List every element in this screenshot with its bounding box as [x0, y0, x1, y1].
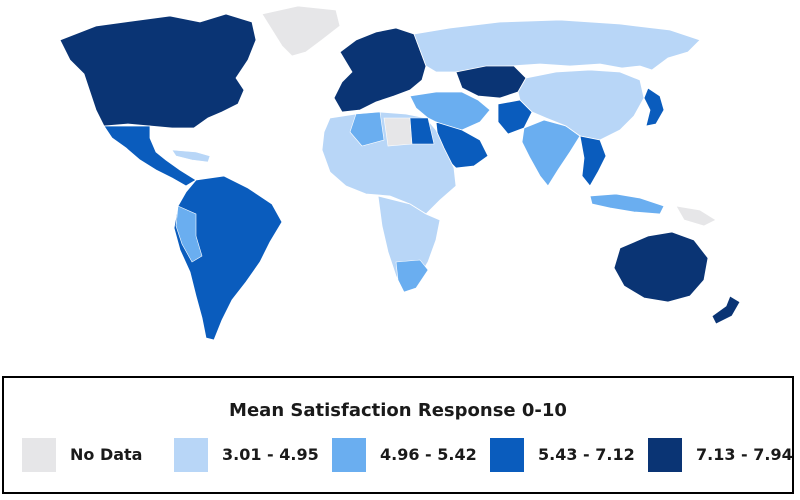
region-new-zealand [711, 295, 741, 325]
legend-swatch-no-data [22, 438, 56, 472]
world-choropleth-map [59, 5, 741, 341]
region-australia [613, 231, 709, 303]
legend-label-range-3: 5.43 - 7.12 [538, 445, 635, 464]
legend-swatch-range-4 [648, 438, 682, 472]
region-indonesia [589, 193, 665, 215]
legend-swatch-range-2 [332, 438, 366, 472]
region-kazakhstan [455, 65, 527, 99]
legend: Mean Satisfaction Response 0-10 No Data … [2, 376, 794, 494]
region-greenland [261, 5, 341, 57]
region-south-africa [395, 259, 429, 293]
region-china [517, 69, 645, 141]
region-egypt [409, 117, 435, 145]
world-map-svg [59, 5, 741, 341]
region-caribbean [171, 149, 211, 163]
region-north-africa-mid [349, 111, 385, 147]
region-libya-no-data [383, 117, 413, 147]
region-peru-chile-light [175, 205, 203, 263]
region-new-guinea [675, 205, 717, 227]
legend-label-no-data: No Data [70, 445, 143, 464]
region-southeast-asia [579, 135, 607, 187]
legend-label-range-2: 4.96 - 5.42 [380, 445, 477, 464]
region-india [521, 119, 581, 187]
legend-label-range-1: 3.01 - 4.95 [222, 445, 319, 464]
region-south-america [173, 175, 283, 341]
legend-swatch-range-1 [174, 438, 208, 472]
region-mexico-central-america [103, 125, 197, 187]
region-europe [333, 27, 427, 113]
legend-label-range-4: 7.13 - 7.94 [696, 445, 793, 464]
legend-title: Mean Satisfaction Response 0-10 [229, 400, 567, 421]
region-russia [413, 19, 701, 73]
legend-swatch-range-3 [490, 438, 524, 472]
region-canada-usa [59, 13, 257, 129]
region-japan [643, 87, 665, 127]
region-middle-east [409, 91, 491, 131]
